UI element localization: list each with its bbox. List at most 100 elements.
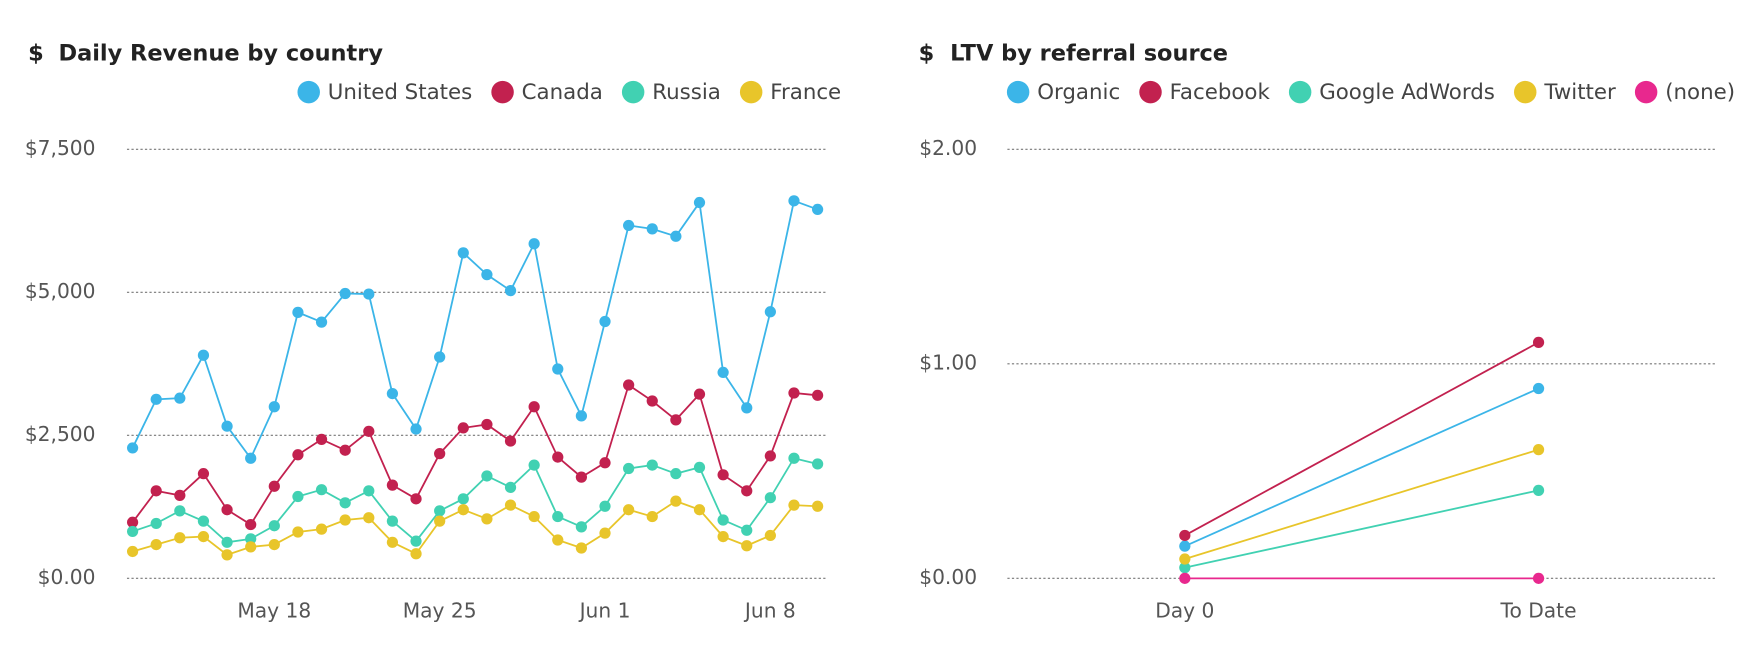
data-point bbox=[575, 542, 588, 554]
data-point bbox=[245, 533, 257, 545]
data-point bbox=[1179, 572, 1191, 584]
data-point bbox=[481, 513, 493, 525]
data-point bbox=[741, 485, 753, 497]
legend-swatch bbox=[1139, 80, 1162, 104]
y-tick-label: $1.00 bbox=[919, 350, 977, 374]
legend-item: Russia bbox=[621, 80, 721, 105]
data-point bbox=[339, 287, 351, 300]
legend-label: Google AdWords bbox=[1319, 80, 1495, 105]
y-tick-label: $5,000 bbox=[25, 279, 96, 303]
data-point bbox=[481, 269, 493, 281]
legend-item: Canada bbox=[491, 80, 603, 105]
title-icon: $ bbox=[919, 40, 935, 66]
legend-swatch bbox=[1514, 80, 1537, 104]
data-point bbox=[599, 500, 611, 512]
data-point bbox=[764, 306, 776, 318]
data-point bbox=[292, 490, 304, 503]
data-point bbox=[670, 230, 682, 242]
data-point bbox=[197, 515, 210, 527]
data-point bbox=[150, 538, 162, 551]
data-point bbox=[741, 540, 753, 552]
data-point bbox=[528, 510, 540, 523]
legend-item: United States bbox=[297, 80, 472, 105]
y-tick-label: $0.00 bbox=[919, 565, 977, 589]
data-point bbox=[363, 425, 375, 437]
series-line bbox=[1184, 387, 1539, 547]
data-point bbox=[552, 534, 564, 546]
data-point bbox=[363, 512, 375, 524]
data-point bbox=[410, 535, 422, 547]
data-point bbox=[623, 462, 635, 475]
data-point bbox=[504, 499, 517, 511]
data-point bbox=[1179, 561, 1191, 574]
data-point bbox=[197, 349, 210, 361]
data-point bbox=[623, 379, 635, 391]
data-point bbox=[268, 401, 280, 413]
data-point bbox=[1179, 529, 1191, 542]
data-point bbox=[552, 363, 564, 375]
x-tick-label: Jun 1 bbox=[578, 599, 631, 623]
data-point bbox=[575, 410, 588, 422]
data-point bbox=[811, 458, 824, 470]
data-point bbox=[1532, 444, 1545, 456]
legend-label: Facebook bbox=[1170, 80, 1271, 105]
data-point bbox=[457, 504, 469, 516]
data-point bbox=[315, 484, 328, 496]
data-point bbox=[339, 497, 351, 509]
data-point bbox=[221, 504, 233, 516]
legend-swatch bbox=[739, 80, 763, 104]
data-point bbox=[197, 530, 210, 543]
data-point bbox=[434, 505, 446, 517]
y-tick-label: $2.00 bbox=[919, 136, 977, 160]
data-point bbox=[504, 435, 517, 447]
data-point bbox=[646, 510, 658, 523]
data-point bbox=[693, 504, 706, 516]
legend-label: United States bbox=[328, 80, 472, 105]
data-point bbox=[339, 514, 351, 526]
data-point bbox=[599, 527, 611, 539]
legend-item: France bbox=[739, 80, 841, 105]
data-point bbox=[528, 238, 540, 250]
data-point bbox=[670, 495, 682, 507]
data-point bbox=[764, 450, 776, 462]
data-point bbox=[693, 461, 706, 473]
legend-swatch bbox=[297, 80, 320, 104]
series-line bbox=[1184, 341, 1539, 537]
data-point bbox=[410, 423, 422, 435]
x-tick-label: Jun 8 bbox=[743, 599, 796, 623]
data-point bbox=[174, 489, 186, 502]
data-point bbox=[788, 195, 800, 207]
legend-swatch bbox=[621, 80, 645, 104]
data-point bbox=[268, 538, 280, 551]
data-point bbox=[292, 526, 304, 538]
y-tick-label: $0.00 bbox=[38, 565, 96, 589]
data-point bbox=[386, 387, 399, 400]
legend-item: (none) bbox=[1634, 80, 1735, 105]
data-point bbox=[410, 493, 422, 505]
x-tick-label: To Date bbox=[1500, 599, 1577, 623]
data-point bbox=[363, 288, 375, 300]
y-tick-label: $2,500 bbox=[25, 422, 96, 446]
data-point bbox=[174, 532, 186, 544]
data-point bbox=[221, 420, 233, 432]
data-point bbox=[292, 449, 304, 461]
chart-title: Daily Revenue by country bbox=[58, 40, 383, 66]
data-point bbox=[1532, 336, 1545, 349]
data-point bbox=[434, 448, 446, 460]
data-point bbox=[245, 518, 257, 531]
data-point bbox=[646, 395, 658, 407]
data-point bbox=[693, 388, 706, 400]
data-point bbox=[457, 247, 469, 259]
data-point bbox=[221, 549, 233, 561]
data-point bbox=[528, 401, 540, 413]
data-point bbox=[315, 523, 328, 535]
series-line bbox=[1184, 448, 1539, 560]
title-icon: $ bbox=[28, 40, 44, 66]
data-point bbox=[741, 524, 753, 536]
data-point bbox=[197, 468, 210, 480]
data-point bbox=[481, 418, 493, 431]
data-point bbox=[646, 459, 658, 471]
data-point bbox=[315, 316, 328, 328]
legend-label: (none) bbox=[1665, 80, 1735, 105]
legend-item: Organic bbox=[1006, 80, 1120, 105]
